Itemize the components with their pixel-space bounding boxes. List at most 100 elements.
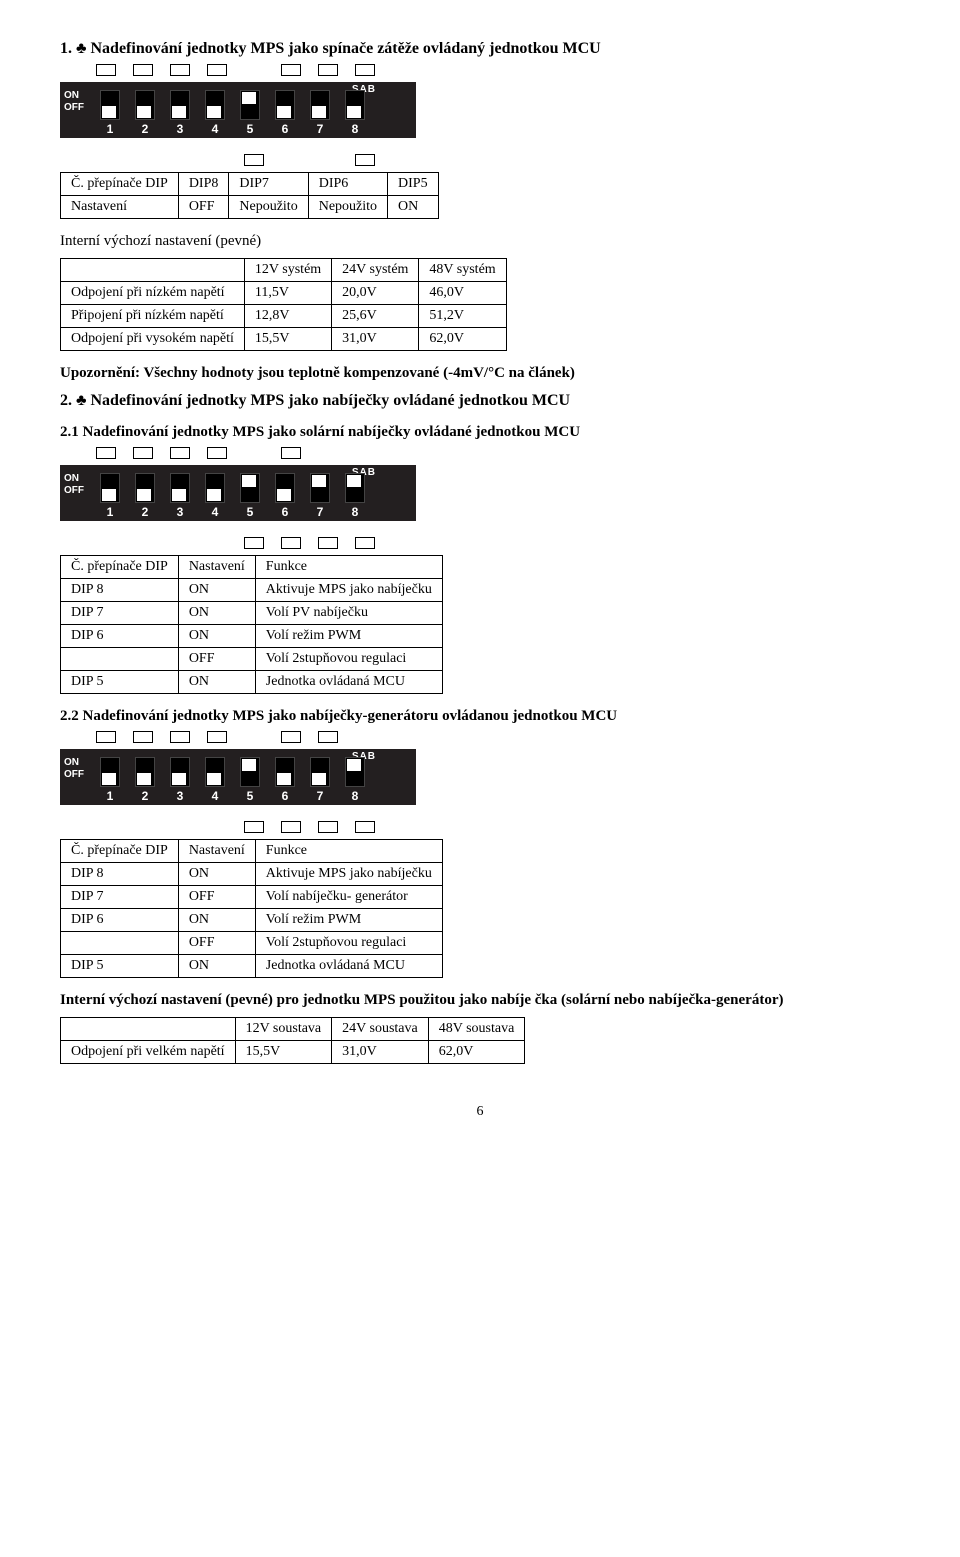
table-cell: Jednotka ovládaná MCU [255,955,442,978]
table-cell [61,932,179,955]
dip-panel-22: SAB ON OFF 12345678 [60,749,416,805]
dip-marker [281,447,301,459]
table-cell: ON [178,909,255,932]
dip-markers-top-22 [96,731,900,741]
dip-slider [137,489,151,501]
dip-number: 8 [352,122,359,136]
dip-marker [281,821,301,833]
section-1-title: 1. ♣ Nadefinování jednotky MPS jako spín… [60,40,900,58]
dip-slot [205,757,225,787]
table-cell: ON [178,602,255,625]
dip-marker [207,64,227,76]
dip-switch-4: 4 [201,757,229,803]
dip-slider [207,773,221,785]
table-row: DIP 8ONAktivuje MPS jako nabíječku [61,579,443,602]
dip-number: 8 [352,505,359,519]
dip-marker [133,64,153,76]
dip-switch-3: 3 [166,90,194,136]
footnote-s22: Interní výchozí nastavení (pevné) pro je… [60,992,900,1009]
table-cell: ON [178,579,255,602]
table-cell: Nastavení [61,196,179,219]
dip-onoff-labels: ON OFF [64,90,84,114]
table-cell: OFF [178,932,255,955]
table-header-cell: 24V soustava [332,1018,429,1041]
dip-slot [240,473,260,503]
table-cell: 31,0V [332,1041,429,1064]
dip-slot [170,473,190,503]
dip-switch-2: 2 [131,90,159,136]
dip-marker [170,447,190,459]
dip-switch-4: 4 [201,90,229,136]
dip-marker [355,537,375,549]
table-row: Odpojení při velkém napětí15,5V31,0V62,0… [61,1041,525,1064]
dip-marker [318,64,338,76]
table-header-cell: 48V systém [419,259,506,282]
dip-marker [244,537,264,549]
table-cell: Volí PV nabíječku [255,602,442,625]
dip-slot [135,757,155,787]
dip-markers-bottom-22 [96,821,900,831]
table-cell: 31,0V [332,328,419,351]
dip-marker [244,821,264,833]
dip-markers-bottom-1 [96,154,900,164]
dip-switch-4: 4 [201,473,229,519]
dip-slot [310,757,330,787]
table-row: Připojení při nízkém napětí12,8V25,6V51,… [61,305,507,328]
table-cell: Nepoužito [229,196,308,219]
dip-marker [207,447,227,459]
table-cell: Volí 2stupňovou regulaci [255,932,442,955]
dip-number: 6 [282,789,289,803]
dip-number: 3 [177,122,184,136]
table-header-cell [61,1018,236,1041]
dip-slider [137,773,151,785]
warning-note: Upozornění: Všechny hodnoty jsou teplotn… [60,365,900,382]
dip-panel-1: SAB ON OFF 12345678 [60,82,416,138]
dip-slot [100,757,120,787]
table-cell: ON [178,955,255,978]
table-cell: Volí režim PWM [255,625,442,648]
dip-number: 2 [142,505,149,519]
table-header-cell: Funkce [255,840,442,863]
table-header-cell [61,259,245,282]
table-cell: Jednotka ovládaná MCU [255,671,442,694]
dip-slider [172,489,186,501]
table-cell: Odpojení při vysokém napětí [61,328,245,351]
dip-marker [96,731,116,743]
dip-slider [347,475,361,487]
dip-slot [100,90,120,120]
dip-switch-7: 7 [306,90,334,136]
table-cell: 46,0V [419,282,506,305]
dip-panel-21: SAB ON OFF 12345678 [60,465,416,521]
dip-slot [345,90,365,120]
table-row: DIP 5ONJednotka ovládaná MCU [61,671,443,694]
dip-switch-8: 8 [341,757,369,803]
table-cell: Volí 2stupňovou regulaci [255,648,442,671]
dip-marker [96,447,116,459]
table-cell: ON [178,671,255,694]
table-header-cell: Funkce [255,556,442,579]
dip-markers-bottom-21 [96,537,900,547]
table-row: NastaveníOFFNepoužitoNepoužitoON [61,196,439,219]
dip-slot [275,757,295,787]
table-s1-defaults: 12V systém24V systém48V systémOdpojení p… [60,258,507,351]
table-cell: DIP 8 [61,579,179,602]
table-header-row: Č. přepínače DIPNastaveníFunkce [61,556,443,579]
dip-switch-8: 8 [341,90,369,136]
dip-marker [207,731,227,743]
table-cell: OFF [178,886,255,909]
table-row: DIP 8ONAktivuje MPS jako nabíječku [61,863,443,886]
table-header-cell: Č. přepínače DIP [61,173,179,196]
dip-number: 1 [107,789,114,803]
dip-switch-6: 6 [271,473,299,519]
dip-switch-5: 5 [236,473,264,519]
dip-slot [275,473,295,503]
dip-marker [244,154,264,166]
table-row: DIP 6ONVolí režim PWM [61,909,443,932]
dip-switch-2: 2 [131,473,159,519]
dip-slider [277,106,291,118]
table-header-cell: DIP6 [308,173,387,196]
table-header-row: 12V soustava24V soustava48V soustava [61,1018,525,1041]
dip-marker [133,447,153,459]
dip-slider [207,489,221,501]
dip-switch-8: 8 [341,473,369,519]
